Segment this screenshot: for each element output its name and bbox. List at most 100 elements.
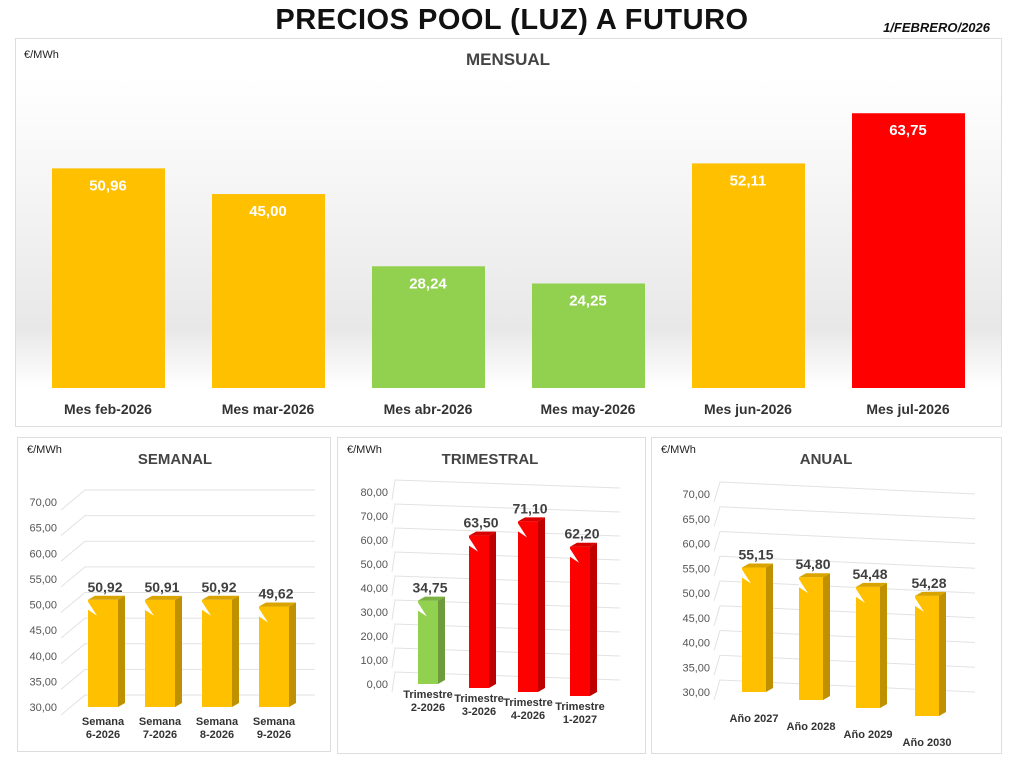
- panel-mensual: [15, 38, 1002, 427]
- bar-notch: [856, 588, 865, 603]
- bar: [570, 546, 590, 696]
- data-label: 71,10: [512, 500, 547, 516]
- bar-side: [489, 531, 496, 688]
- bar-notch: [469, 537, 478, 552]
- bar-side: [939, 591, 946, 716]
- bar-notch: [202, 601, 211, 616]
- data-label: 63,50: [463, 515, 498, 531]
- bar-notch: [742, 569, 751, 584]
- x-tick-label: Semana: [82, 716, 125, 728]
- y-unit-label: €/MWh: [661, 444, 696, 456]
- x-tick-label: Mes jun-2026: [704, 401, 792, 417]
- chart-title: SEMANAL: [138, 451, 212, 468]
- bar: [742, 567, 766, 692]
- x-tick-label: Mes abr-2026: [384, 401, 473, 417]
- bar-notch: [915, 597, 924, 612]
- y-tick-label: 45,00: [29, 625, 57, 637]
- x-tick-label: Año 2028: [787, 721, 836, 733]
- data-label: 49,62: [258, 585, 293, 601]
- bar-side: [118, 595, 125, 707]
- bar: [88, 599, 118, 707]
- x-tick-label: 1-2027: [563, 714, 597, 726]
- y-tick-label: 70,00: [29, 497, 57, 509]
- y-tick-label: 35,00: [682, 662, 710, 674]
- x-tick-label: Semana: [139, 716, 182, 728]
- bar: [799, 577, 823, 700]
- x-tick-label: 2-2026: [411, 702, 445, 714]
- bar-side: [232, 595, 239, 707]
- gridline: [60, 489, 315, 511]
- gridline: [713, 481, 976, 503]
- bar: [915, 595, 939, 716]
- bar-top: [259, 602, 296, 607]
- x-tick-label: Trimestre: [503, 697, 553, 709]
- y-tick-label: 40,00: [29, 651, 57, 663]
- gridline: [60, 592, 315, 613]
- data-label: 24,25: [569, 292, 607, 309]
- gridline: [60, 540, 315, 562]
- bar-top: [799, 573, 830, 578]
- x-tick-label: 3-2026: [462, 706, 496, 718]
- bar-notch: [145, 601, 154, 616]
- data-label: 34,75: [412, 580, 447, 596]
- gridline: [60, 566, 315, 588]
- bar-top: [88, 595, 125, 600]
- y-tick-label: 80,00: [360, 487, 388, 499]
- bar-side: [880, 582, 887, 708]
- y-tick-label: 65,00: [682, 514, 710, 526]
- gridline: [713, 555, 976, 577]
- bar-top: [469, 531, 496, 536]
- bar: [259, 606, 289, 707]
- gridline: [713, 654, 976, 676]
- bar-notch: [88, 601, 97, 616]
- bar-top: [856, 582, 887, 587]
- x-tick-label: 4-2026: [511, 710, 545, 722]
- x-tick-label: Trimestre: [403, 689, 453, 701]
- gridline: [713, 605, 976, 626]
- bar: [856, 586, 880, 708]
- bar-notch: [418, 602, 427, 617]
- bar: [212, 194, 325, 388]
- x-tick-label: Semana: [196, 716, 239, 728]
- gridline: [391, 503, 621, 525]
- bar-side: [823, 573, 830, 700]
- gridline: [713, 629, 976, 651]
- y-tick-label: 30,00: [29, 702, 57, 714]
- data-label: 62,20: [564, 526, 599, 542]
- y-tick-label: 60,00: [29, 548, 57, 560]
- y-tick-label: 40,00: [360, 583, 388, 595]
- x-tick-label: Trimestre: [555, 701, 605, 713]
- y-tick-label: 50,00: [682, 588, 710, 600]
- x-tick-label: Mes jul-2026: [866, 401, 949, 417]
- y-tick-label: 10,00: [360, 655, 388, 667]
- y-tick-label: 70,00: [682, 489, 710, 501]
- x-tick-label: Año 2030: [903, 737, 952, 749]
- gridline: [713, 679, 976, 701]
- bar-top: [570, 542, 597, 547]
- bar-top: [202, 595, 239, 600]
- bar-side: [175, 595, 182, 707]
- y-tick-label: 20,00: [360, 631, 388, 643]
- date-label: 1/FEBRERO/2026: [883, 20, 990, 35]
- x-tick-label: 6-2026: [86, 729, 120, 741]
- x-tick-label: Mes mar-2026: [222, 401, 315, 417]
- data-label: 50,96: [89, 177, 127, 194]
- page-title: PRECIOS POOL (LUZ) A FUTURO: [275, 4, 749, 36]
- gridline: [391, 479, 621, 501]
- x-tick-label: Mes feb-2026: [64, 401, 152, 417]
- bar: [852, 113, 965, 389]
- data-label: 50,91: [144, 579, 179, 595]
- x-tick-label: Mes may-2026: [541, 401, 636, 417]
- bar-side: [590, 542, 597, 696]
- bar-side: [289, 602, 296, 707]
- bar-notch: [570, 548, 579, 563]
- bar-top: [145, 595, 182, 600]
- bar-notch: [518, 523, 527, 538]
- data-label: 50,92: [87, 579, 122, 595]
- bar: [532, 283, 645, 388]
- y-tick-label: 60,00: [682, 539, 710, 551]
- chart-title: TRIMESTRAL: [442, 451, 539, 468]
- bar-top: [915, 591, 946, 596]
- data-label: 54,48: [852, 566, 887, 582]
- y-tick-label: 65,00: [29, 523, 57, 535]
